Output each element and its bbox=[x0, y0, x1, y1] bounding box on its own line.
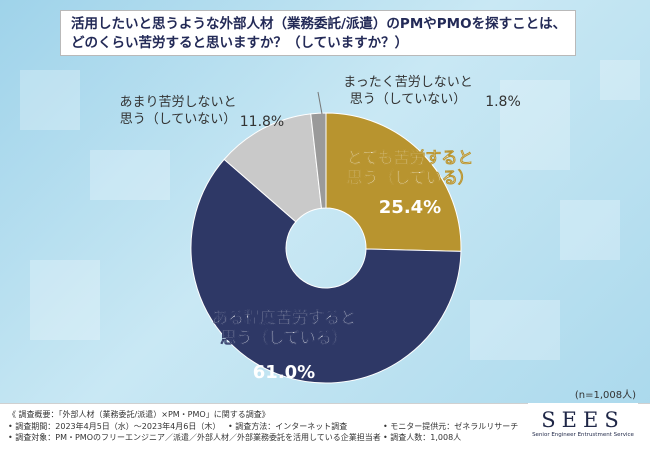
slice-value-label: 61.0% bbox=[253, 362, 315, 383]
slice-label: 思う（していない） bbox=[350, 92, 467, 107]
title-line-2: どのくらい苦労すると思いますか？（していますか？） bbox=[71, 35, 409, 51]
slice-value-label: 25.4% bbox=[379, 197, 441, 218]
pie-slice bbox=[325, 112, 462, 252]
slice-label: 思う（している） bbox=[220, 328, 348, 347]
sees-logo: SEES Senior Engineer Entrustment Service bbox=[528, 403, 638, 450]
survey-period: • 調査期間：2023年4月5日（水）～2023年4月6日（木） bbox=[8, 421, 221, 431]
pie-slice bbox=[310, 112, 327, 209]
survey-count: • 調査人数：1,008人 bbox=[383, 433, 462, 442]
survey-provider: • モニター提供元：ゼネラルリサーチ bbox=[383, 421, 519, 431]
survey-target: • 調査対象：PM・PMOのフリーエンジニア／派遣／外部人材／外部業務委託を活用… bbox=[8, 433, 381, 442]
leader-line bbox=[317, 91, 323, 115]
slice-value-label: 1.8% bbox=[485, 94, 521, 110]
logo-text: SEES bbox=[541, 408, 625, 432]
slice-label: 思う（している） bbox=[346, 168, 474, 187]
slice-label: まったく苦労しないと bbox=[343, 74, 472, 90]
slice-label: あまり苦労しないと bbox=[119, 94, 236, 110]
slice-label: ある程度苦労すると bbox=[212, 308, 356, 327]
title-line-1: 活用したいと思うような外部人材（業務委託/派遣）のPMやPMOを探すことは、 bbox=[71, 16, 567, 32]
survey-overview: 《 調査概要：「外部人材（業務委託/派遣）×PM・PMO」に関する調査》 bbox=[8, 410, 270, 419]
pie-slice bbox=[223, 113, 323, 223]
survey-method: • 調査方法：インターネット調査 bbox=[228, 421, 348, 431]
slice-label: 思う（していない） bbox=[120, 112, 237, 127]
chart-title: 活用したいと思うような外部人材（業務委託/派遣）のPMやPMOを探すことは、 ど… bbox=[60, 10, 576, 56]
logo-subtext: Senior Engineer Entrustment Service bbox=[532, 432, 634, 438]
slice-label: とても苦労すると bbox=[347, 148, 474, 167]
sample-size-note: (n=1,008人) bbox=[574, 390, 636, 401]
pie-slice bbox=[190, 158, 462, 384]
slice-value-label: 11.8% bbox=[240, 114, 284, 130]
